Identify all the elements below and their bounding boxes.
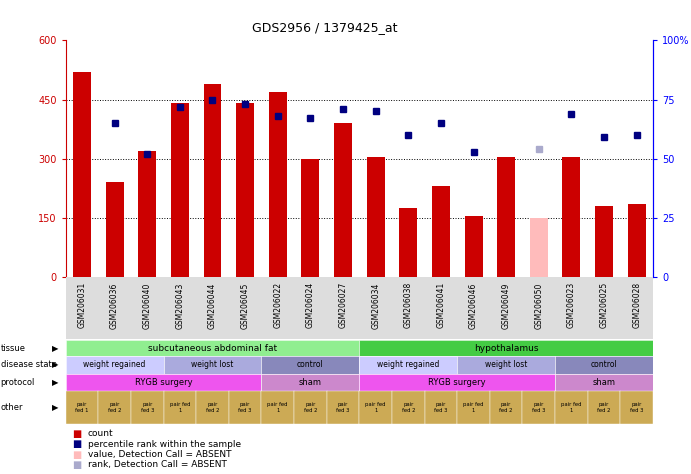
Bar	[171, 103, 189, 277]
Text: subcutaneous abdominal fat: subcutaneous abdominal fat	[148, 344, 277, 353]
Bar	[367, 157, 385, 277]
Bar	[334, 123, 352, 277]
Bar	[106, 182, 124, 277]
Text: other: other	[1, 403, 23, 412]
Text: pair
fed 2: pair fed 2	[303, 402, 317, 413]
Text: GSM206038: GSM206038	[404, 282, 413, 328]
Text: pair
fed 3: pair fed 3	[434, 402, 448, 413]
Text: disease state: disease state	[1, 361, 57, 369]
Text: ■: ■	[73, 449, 82, 460]
Text: pair
fed 2: pair fed 2	[206, 402, 219, 413]
Text: hypothalamus: hypothalamus	[474, 344, 538, 353]
Text: GSM206049: GSM206049	[502, 282, 511, 328]
Text: GSM206027: GSM206027	[339, 282, 348, 328]
Text: GSM206034: GSM206034	[371, 282, 380, 328]
Text: protocol: protocol	[1, 378, 35, 386]
Text: weight regained: weight regained	[377, 361, 439, 369]
Bar	[73, 72, 91, 277]
Text: rank, Detection Call = ABSENT: rank, Detection Call = ABSENT	[88, 461, 227, 469]
Text: GSM206050: GSM206050	[534, 282, 543, 328]
Text: GSM206045: GSM206045	[240, 282, 249, 328]
Bar	[138, 151, 156, 277]
Text: pair
fed 1: pair fed 1	[75, 402, 88, 413]
Text: sham: sham	[593, 378, 616, 386]
Bar	[562, 157, 580, 277]
Text: GSM206046: GSM206046	[469, 282, 478, 328]
Text: count: count	[88, 429, 113, 438]
Text: GDS2956 / 1379425_at: GDS2956 / 1379425_at	[252, 21, 397, 34]
Text: pair fed
1: pair fed 1	[366, 402, 386, 413]
Bar	[269, 91, 287, 277]
Text: pair fed
1: pair fed 1	[169, 402, 190, 413]
Bar	[498, 157, 515, 277]
Text: ▶: ▶	[53, 378, 59, 386]
Bar	[530, 218, 548, 277]
Text: RYGB surgery: RYGB surgery	[428, 378, 486, 386]
Bar	[464, 216, 482, 277]
Text: weight lost: weight lost	[485, 361, 527, 369]
Text: pair
fed 3: pair fed 3	[337, 402, 350, 413]
Text: RYGB surgery: RYGB surgery	[135, 378, 192, 386]
Bar	[204, 84, 221, 277]
Text: GSM206040: GSM206040	[143, 282, 152, 328]
Text: GSM206028: GSM206028	[632, 282, 641, 328]
Text: GSM206031: GSM206031	[77, 282, 86, 328]
Text: GSM206022: GSM206022	[273, 282, 282, 328]
Text: ▶: ▶	[53, 361, 59, 369]
Text: pair
fed 3: pair fed 3	[532, 402, 545, 413]
Text: control: control	[297, 361, 324, 369]
Text: pair fed
1: pair fed 1	[463, 402, 484, 413]
Text: pair
fed 2: pair fed 2	[401, 402, 415, 413]
Text: GSM206025: GSM206025	[600, 282, 609, 328]
Text: pair fed
1: pair fed 1	[267, 402, 288, 413]
Text: GSM206044: GSM206044	[208, 282, 217, 328]
Text: percentile rank within the sample: percentile rank within the sample	[88, 440, 241, 448]
Bar	[399, 208, 417, 277]
Text: ■: ■	[73, 439, 82, 449]
Text: pair
fed 2: pair fed 2	[597, 402, 611, 413]
Bar	[627, 204, 645, 277]
Text: ▶: ▶	[53, 344, 59, 353]
Text: ■: ■	[73, 460, 82, 470]
Text: pair
fed 2: pair fed 2	[500, 402, 513, 413]
Text: weight regained: weight regained	[84, 361, 146, 369]
Text: value, Detection Call = ABSENT: value, Detection Call = ABSENT	[88, 450, 231, 459]
Bar	[236, 103, 254, 277]
Bar	[595, 206, 613, 277]
Text: sham: sham	[299, 378, 322, 386]
Text: ■: ■	[73, 428, 82, 439]
Bar	[432, 186, 450, 277]
Text: GSM206036: GSM206036	[110, 282, 119, 328]
Text: GSM206023: GSM206023	[567, 282, 576, 328]
Text: GSM206043: GSM206043	[176, 282, 184, 328]
Text: pair fed
1: pair fed 1	[561, 402, 582, 413]
Bar	[301, 159, 319, 277]
Text: GSM206024: GSM206024	[306, 282, 315, 328]
Text: pair
fed 2: pair fed 2	[108, 402, 122, 413]
Text: weight lost: weight lost	[191, 361, 234, 369]
Text: pair
fed 3: pair fed 3	[238, 402, 252, 413]
Text: pair
fed 3: pair fed 3	[630, 402, 643, 413]
Text: control: control	[591, 361, 618, 369]
Text: tissue: tissue	[1, 344, 26, 353]
Text: pair
fed 3: pair fed 3	[140, 402, 154, 413]
Text: ▶: ▶	[53, 403, 59, 412]
Text: GSM206041: GSM206041	[437, 282, 446, 328]
